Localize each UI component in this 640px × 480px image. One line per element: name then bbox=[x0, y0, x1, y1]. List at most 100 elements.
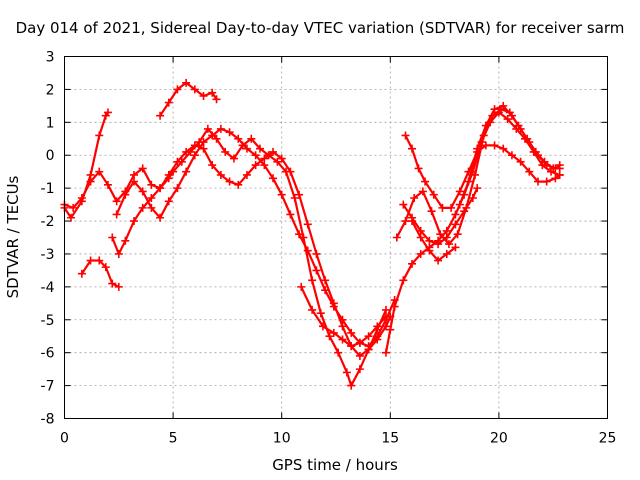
x-axis-label: GPS time / hours bbox=[272, 456, 398, 474]
grid-lines bbox=[64, 56, 608, 419]
data-point bbox=[67, 213, 76, 222]
data-point bbox=[364, 332, 373, 341]
data-point bbox=[182, 78, 191, 87]
data-point bbox=[103, 180, 112, 189]
data-point bbox=[444, 240, 453, 249]
data-point bbox=[101, 263, 110, 272]
data-point bbox=[481, 121, 490, 130]
y-tick-label: -3 bbox=[41, 247, 55, 263]
data-point bbox=[416, 233, 425, 242]
data-point bbox=[355, 351, 364, 360]
data-point bbox=[416, 249, 425, 258]
data-point bbox=[130, 177, 139, 186]
x-tick-label: 5 bbox=[169, 431, 178, 447]
series-track-12 bbox=[408, 217, 460, 265]
data-point bbox=[251, 161, 260, 170]
data-point bbox=[156, 111, 165, 120]
data-point bbox=[551, 174, 560, 183]
data-point bbox=[199, 91, 208, 100]
data-point bbox=[86, 177, 95, 186]
data-point bbox=[503, 115, 512, 124]
data-point bbox=[390, 302, 399, 311]
series-line bbox=[402, 187, 479, 246]
data-point bbox=[277, 154, 286, 163]
data-point bbox=[290, 194, 299, 203]
data-point bbox=[242, 170, 251, 179]
data-point bbox=[303, 220, 312, 229]
data-point bbox=[112, 197, 121, 206]
data-point bbox=[425, 236, 434, 245]
data-point bbox=[242, 144, 251, 153]
data-point bbox=[277, 190, 286, 199]
data-point bbox=[451, 220, 460, 229]
data-point bbox=[173, 184, 182, 193]
data-point bbox=[321, 286, 330, 295]
chart-title: Day 014 of 2021, Sidereal Day-to-day VTE… bbox=[16, 19, 625, 37]
data-point bbox=[533, 151, 542, 160]
data-point bbox=[468, 194, 477, 203]
data-point bbox=[269, 147, 278, 156]
data-point bbox=[86, 256, 95, 265]
data-point bbox=[555, 170, 564, 179]
data-point bbox=[542, 177, 551, 186]
data-point bbox=[297, 282, 306, 291]
series-line bbox=[300, 285, 388, 348]
data-point bbox=[438, 203, 447, 212]
series-line bbox=[404, 134, 561, 209]
data-point bbox=[464, 177, 473, 186]
y-tick-label: -2 bbox=[41, 214, 55, 230]
series-track-11 bbox=[401, 131, 564, 212]
data-point bbox=[516, 157, 525, 166]
data-point bbox=[401, 131, 410, 140]
y-tick-label: -4 bbox=[41, 280, 55, 296]
data-point bbox=[138, 187, 147, 196]
data-point bbox=[525, 167, 534, 176]
data-point bbox=[373, 322, 382, 331]
data-point bbox=[156, 213, 165, 222]
data-point bbox=[399, 276, 408, 285]
series-track-13 bbox=[455, 101, 564, 209]
series-track-6 bbox=[112, 124, 399, 351]
data-point bbox=[95, 256, 104, 265]
data-point bbox=[338, 335, 347, 344]
data-point bbox=[447, 203, 456, 212]
series-track-2 bbox=[60, 141, 395, 360]
data-point bbox=[334, 348, 343, 357]
data-point bbox=[442, 233, 451, 242]
data-point bbox=[169, 167, 178, 176]
data-point bbox=[312, 249, 321, 258]
data-point bbox=[408, 259, 417, 268]
data-point bbox=[451, 210, 460, 219]
data-point bbox=[103, 108, 112, 117]
data-point bbox=[147, 203, 156, 212]
data-point bbox=[329, 328, 338, 337]
data-point bbox=[177, 157, 186, 166]
data-point bbox=[234, 180, 243, 189]
data-point bbox=[164, 98, 173, 107]
data-point bbox=[455, 187, 464, 196]
data-point bbox=[355, 338, 364, 347]
data-point bbox=[410, 194, 419, 203]
data-point bbox=[347, 328, 356, 337]
y-tick-label: 1 bbox=[46, 115, 55, 131]
data-point bbox=[312, 266, 321, 275]
data-point bbox=[251, 151, 260, 160]
data-point bbox=[442, 249, 451, 258]
data-point bbox=[95, 131, 104, 140]
data-point bbox=[434, 240, 443, 249]
data-point bbox=[255, 144, 264, 153]
data-point bbox=[77, 269, 86, 278]
data-point bbox=[216, 170, 225, 179]
y-tick-label: -6 bbox=[41, 346, 55, 362]
data-point bbox=[190, 85, 199, 94]
data-point bbox=[269, 174, 278, 183]
y-tick-label: -7 bbox=[41, 379, 55, 395]
data-point bbox=[112, 210, 121, 219]
series-track-4 bbox=[108, 124, 390, 390]
data-point bbox=[455, 200, 464, 209]
series-line bbox=[63, 111, 110, 219]
data-point bbox=[355, 365, 364, 374]
data-point bbox=[381, 348, 390, 357]
data-point bbox=[156, 184, 165, 193]
